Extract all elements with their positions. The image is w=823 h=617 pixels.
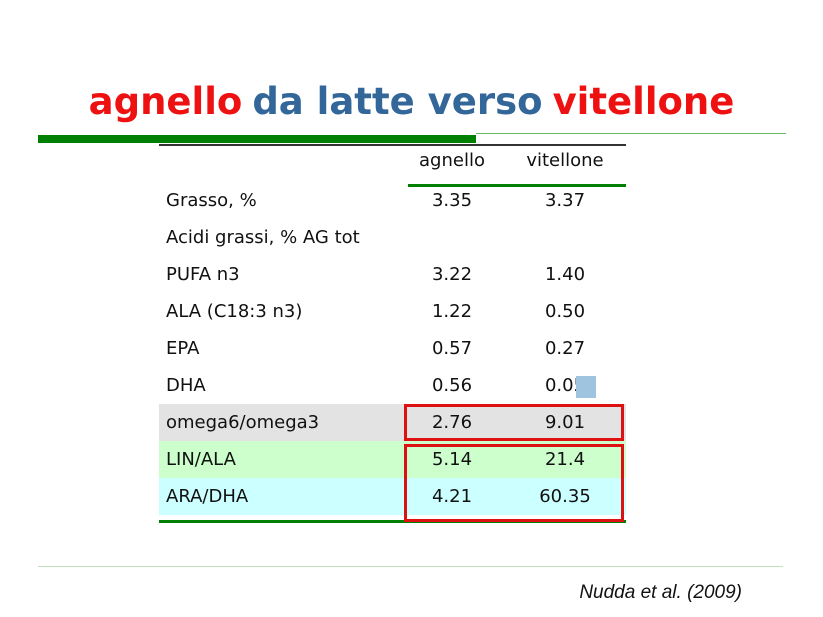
cell-value: 2.76 [431,412,473,433]
row-background [159,478,626,515]
row-label: PUFA n3 [166,264,240,285]
title-word: da latte verso [252,80,543,123]
row-label: EPA [166,338,200,359]
slide-title: agnello da latte verso vitellone [0,80,823,123]
header-rule [408,184,626,187]
cell-value: 21.4 [544,449,586,470]
row-label: Acidi grassi, % AG tot [166,227,360,248]
row-label: Grasso, % [166,190,257,211]
title-rule [476,133,786,134]
column-header: vitellone [526,150,604,171]
table-bottom-rule [159,520,626,523]
citation: Nudda et al. (2009) [579,582,742,603]
cell-value: 3.37 [544,190,586,211]
cell-value: 3.22 [431,264,473,285]
cell-value: 0.50 [544,301,586,322]
title-word: vitellone [552,80,735,123]
row-label: LIN/ALA [166,449,236,470]
row-label: DHA [166,375,206,396]
cell-value: 0.56 [431,375,473,396]
table-top-rule [159,144,626,146]
cell-value: 0.57 [431,338,473,359]
title-word: agnello [88,80,243,123]
highlight-box [404,404,624,441]
selection-highlight [576,376,596,398]
title-bar [38,135,476,143]
row-label: ARA/DHA [166,486,249,507]
cell-value: 0.27 [544,338,586,359]
row-label: omega6/omega3 [166,412,320,433]
column-header: agnello [419,150,485,171]
footer-rule [38,566,783,567]
row-label: ALA (C18:3 n3) [166,301,303,322]
row-background [159,441,626,478]
cell-value: 9.01 [544,412,586,433]
cell-value: 5.14 [431,449,473,470]
cell-value: 0.05 [544,375,586,396]
cell-value: 3.35 [431,190,473,211]
highlight-box [404,444,624,522]
cell-value: 1.22 [431,301,473,322]
cell-value: 4.21 [431,486,473,507]
cell-value: 60.35 [539,486,591,507]
cell-value: 1.40 [544,264,586,285]
row-background [159,404,626,441]
